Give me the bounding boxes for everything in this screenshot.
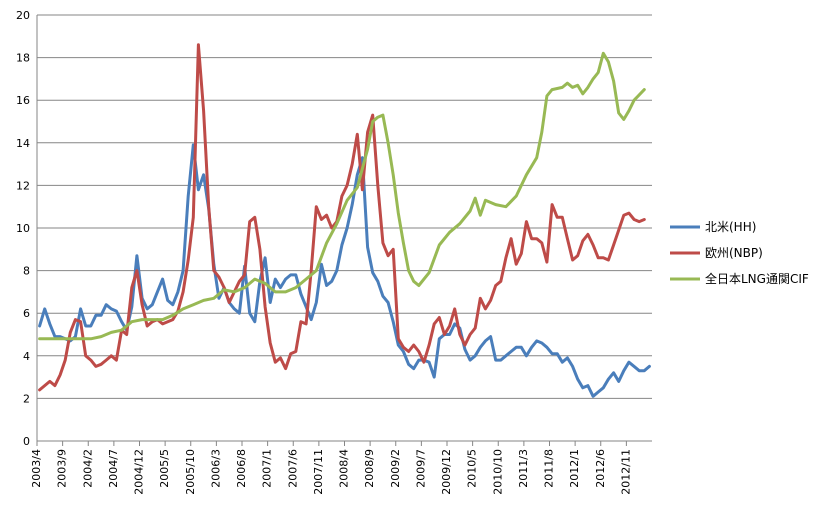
legend-label: 全日本LNG通関CIF [705,271,809,286]
x-tick-label: 2010/5 [466,449,479,488]
y-tick-label: 18 [16,52,30,65]
x-tick-label: 2011/8 [543,449,556,488]
x-tick-label: 2007/1 [261,449,274,488]
x-tick-label: 2005/10 [184,449,197,495]
x-tick-label: 2003/9 [56,449,69,488]
x-tick-label: 2006/3 [209,449,222,488]
x-tick-label: 2009/12 [440,449,453,495]
x-tick-label: 2007/11 [312,449,325,495]
y-tick-label: 2 [23,392,30,405]
y-tick-label: 20 [16,9,30,22]
x-tick-label: 2010/10 [491,449,504,495]
x-tick-label: 2009/7 [414,449,427,488]
series-line-1 [38,43,646,392]
x-tick-label: 2011/3 [517,449,530,488]
y-tick-label: 4 [23,350,30,363]
legend-label: 北米(HH) [705,220,756,234]
x-tick-label: 2007/6 [286,449,299,488]
x-tick-label: 2004/2 [81,449,94,488]
x-tick-label: 2003/4 [30,449,43,488]
y-tick-label: 8 [23,265,30,278]
x-tick-label: 2004/12 [133,449,146,495]
x-tick-label: 2008/4 [338,449,351,488]
y-tick-label: 0 [23,435,30,448]
x-tick-label: 2004/7 [107,449,120,488]
y-tick-label: 10 [16,222,30,235]
x-tick-label: 2005/5 [158,449,171,488]
x-tick-label: 2012/6 [594,449,607,488]
x-tick-label: 2009/2 [389,449,402,488]
series-line-2 [38,51,646,341]
series-lines [38,43,651,398]
x-tick-label: 2008/9 [363,449,376,488]
x-tick-label: 2012/1 [568,449,581,488]
y-tick-label: 14 [16,137,30,150]
x-tick-label: 2006/8 [235,449,248,488]
x-tick-label: 2012/11 [619,449,632,495]
y-tick-label: 16 [16,94,30,107]
y-tick-label: 6 [23,307,30,320]
legend: 北米(HH) 欧州(NBP) 全日本LNG通関CIF [670,220,809,286]
axes: 0 2 4 6 8 10 12 14 16 18 20 2003/4 2003/9 2004/2 2004/… [16,9,652,495]
legend-label: 欧州(NBP) [705,246,763,260]
y-tick-label: 12 [16,179,30,192]
